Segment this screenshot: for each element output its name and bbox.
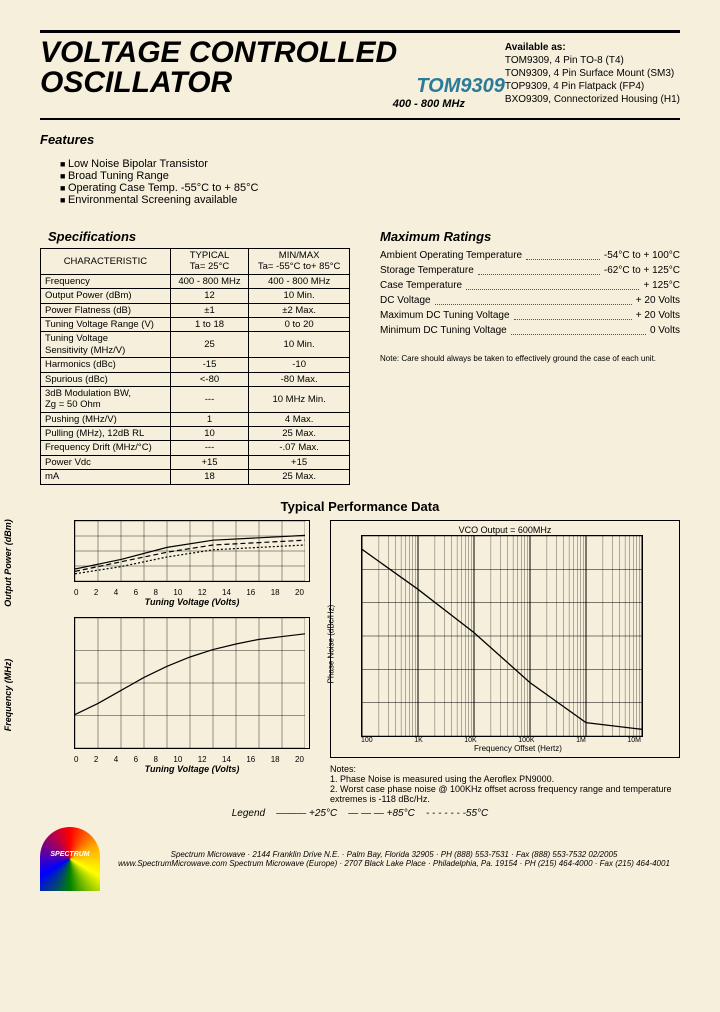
max-note: Note: Care should always be taken to eff… xyxy=(380,354,680,363)
avail-item: TOM9309, 4 Pin TO-8 (T4) xyxy=(505,54,680,67)
avail-header: Available as: xyxy=(505,41,680,54)
feature-item: Broad Tuning Range xyxy=(60,170,680,182)
legend-55c: -55°C xyxy=(463,808,489,819)
header: VOLTAGE CONTROLLED OSCILLATOR TOM9309 40… xyxy=(40,30,680,120)
chart2 xyxy=(74,617,310,749)
part-number: TOM9309 xyxy=(416,75,505,98)
freq-range: 400 - 800 MHz xyxy=(44,98,465,110)
chart1 xyxy=(74,520,310,582)
chart1-ylabel: Output Power (dBm) xyxy=(3,519,13,607)
feature-item: Operating Case Temp. -55°C to + 85°C xyxy=(60,182,680,194)
footer: SPECTRUM Spectrum Microwave · 2144 Frank… xyxy=(40,827,680,891)
chart3-ylabel: Phase Noise (dBc/Hz) xyxy=(327,604,336,683)
footer-line1: Spectrum Microwave · 2144 Franklin Drive… xyxy=(108,850,680,859)
footer-line2: www.SpectrumMicrowave.com Spectrum Micro… xyxy=(108,859,680,868)
chart3: VCO Output = 600MHz Phase Noise (dBc/Hz)… xyxy=(330,520,680,758)
available-as: Available as: TOM9309, 4 Pin TO-8 (T4)TO… xyxy=(505,37,680,110)
avail-item: BXO9309, Connectorized Housing (H1) xyxy=(505,93,680,106)
notes-header: Notes: xyxy=(330,764,680,774)
legend-label: Legend xyxy=(232,808,265,819)
chart2-ylabel: Frequency (MHz) xyxy=(3,659,13,732)
features-list: Low Noise Bipolar TransistorBroad Tuning… xyxy=(40,158,680,206)
feature-item: Low Noise Bipolar Transistor xyxy=(60,158,680,170)
datasheet-page: VOLTAGE CONTROLLED OSCILLATOR TOM9309 40… xyxy=(0,0,720,901)
spec-header: Specifications xyxy=(48,229,350,244)
chart-notes: Notes: 1. Phase Noise is measured using … xyxy=(330,764,680,804)
spec-table: CHARACTERISTICTYPICALTa= 25°CMIN/MAXTa= … xyxy=(40,248,350,485)
legend-25c: +25°C xyxy=(309,808,337,819)
chart2-xlabel: Tuning Voltage (Volts) xyxy=(74,764,310,774)
chart3-xlabel: Frequency Offset (Hertz) xyxy=(361,744,675,753)
max-ratings: Ambient Operating Temperature-54°C to + … xyxy=(380,248,680,338)
avail-item: TON9309, 4 Pin Surface Mount (SM3) xyxy=(505,67,680,80)
title-line2: OSCILLATOR xyxy=(40,67,232,99)
avail-item: TOP9309, 4 Pin Flatpack (FP4) xyxy=(505,80,680,93)
legend: Legend ——— +25°C — — — +85°C - - - - - -… xyxy=(40,808,680,819)
features-header: Features xyxy=(40,132,680,147)
max-header: Maximum Ratings xyxy=(380,229,680,244)
logo: SPECTRUM xyxy=(40,827,100,891)
feature-item: Environmental Screening available xyxy=(60,194,680,206)
chart1-xlabel: Tuning Voltage (Volts) xyxy=(74,597,310,607)
chart3-title: VCO Output = 600MHz xyxy=(335,525,675,535)
legend-85c: +85°C xyxy=(387,808,415,819)
title-line1: VOLTAGE CONTROLLED xyxy=(40,37,505,69)
perf-header: Typical Performance Data xyxy=(40,499,680,514)
